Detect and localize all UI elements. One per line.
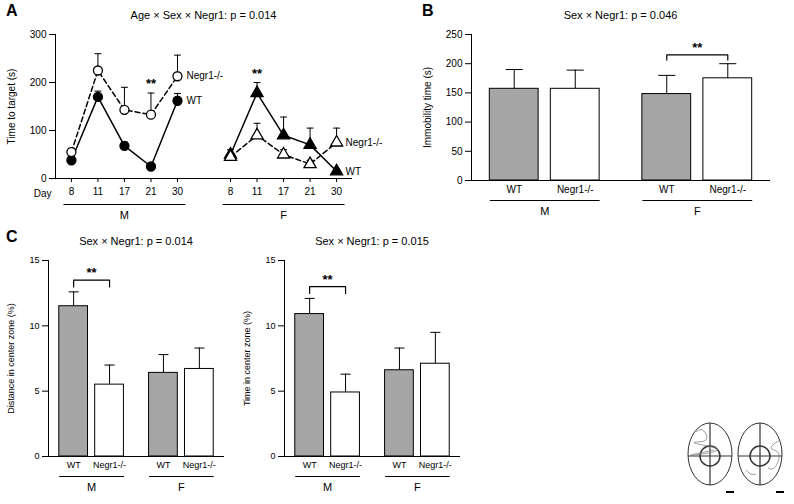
svg-text:17: 17 (278, 186, 290, 197)
html-text:C: C (6, 228, 18, 245)
svg-text:Negr1-/-: Negr1-/- (419, 460, 452, 470)
svg-text:30: 30 (172, 186, 184, 197)
svg-text:Time to target (s): Time to target (s) (6, 69, 17, 145)
svg-text:200: 200 (30, 77, 47, 88)
svg-text:WT: WT (186, 95, 202, 106)
html-text:B: B (422, 2, 434, 19)
svg-text:Negr1-/-: Negr1-/- (709, 184, 746, 195)
svg-text:30: 30 (331, 186, 343, 197)
svg-text:M: M (323, 481, 332, 493)
svg-text:**: ** (692, 40, 703, 55)
svg-text:21: 21 (145, 186, 157, 197)
svg-text:**: ** (146, 76, 157, 91)
html-text:A: A (6, 2, 18, 19)
svg-text:Day: Day (34, 188, 52, 199)
html-text:Sex × Negr1: p = 0.015: Sex × Negr1: p = 0.015 (315, 235, 429, 247)
svg-text:0: 0 (457, 175, 463, 186)
svg-text:5: 5 (34, 386, 39, 396)
svg-text:WT: WT (303, 460, 317, 470)
svg-text:WT: WT (156, 460, 170, 470)
html-text:Sex × Negr1: p = 0.014: Sex × Negr1: p = 0.014 (79, 235, 193, 247)
svg-text:Negr1-/-: Negr1-/- (186, 70, 223, 81)
svg-text:150: 150 (446, 87, 463, 98)
svg-text:0: 0 (34, 451, 39, 461)
svg-text:100: 100 (446, 116, 463, 127)
svg-text:WT: WT (506, 184, 522, 195)
svg-text:WT: WT (346, 166, 362, 177)
svg-text:F: F (178, 481, 185, 493)
html-text:Age × Sex × Negr1: p = 0.014: Age × Sex × Negr1: p = 0.014 (130, 9, 277, 21)
svg-text:Distance in center zone (%): Distance in center zone (%) (6, 303, 16, 414)
svg-text:Immobility time (s): Immobility time (s) (422, 67, 433, 148)
svg-text:11: 11 (93, 186, 104, 197)
svg-text:17: 17 (119, 186, 131, 197)
svg-text:WT: WT (67, 460, 81, 470)
svg-text:F: F (414, 481, 421, 493)
svg-text:Negr1-/-: Negr1-/- (329, 460, 362, 470)
svg-text:Negr1-/-: Negr1-/- (557, 184, 594, 195)
svg-text:Negr1-/-: Negr1-/- (183, 460, 216, 470)
svg-text:8: 8 (69, 186, 75, 197)
svg-text:WT: WT (659, 184, 675, 195)
svg-text:Negr1-/-: Negr1-/- (346, 137, 383, 148)
svg-text:F: F (694, 205, 701, 217)
svg-text:8: 8 (228, 186, 234, 197)
svg-text:M: M (87, 481, 96, 493)
svg-text:**: ** (252, 66, 263, 81)
svg-text:0: 0 (41, 173, 47, 184)
svg-text:5: 5 (270, 386, 275, 396)
svg-text:Time in center zone (%): Time in center zone (%) (242, 311, 252, 406)
svg-text:100: 100 (30, 125, 47, 136)
svg-text:**: ** (87, 265, 98, 280)
svg-text:11: 11 (252, 186, 263, 197)
html-text:Sex × Negr1: p = 0.046: Sex × Negr1: p = 0.046 (563, 9, 678, 21)
svg-text:10: 10 (29, 321, 39, 331)
svg-text:15: 15 (265, 255, 275, 265)
svg-text:200: 200 (446, 58, 463, 69)
svg-text:M: M (540, 205, 549, 217)
svg-text:**: ** (323, 272, 334, 287)
svg-text:21: 21 (305, 186, 317, 197)
svg-text:F: F (280, 209, 287, 221)
svg-text:300: 300 (30, 29, 47, 40)
svg-text:10: 10 (265, 321, 275, 331)
svg-text:15: 15 (29, 255, 39, 265)
svg-text:Negr1-/-: Negr1-/- (93, 460, 126, 470)
svg-text:M: M (120, 209, 129, 221)
svg-text:0: 0 (270, 451, 275, 461)
svg-text:WT: WT (392, 460, 406, 470)
svg-text:50: 50 (451, 146, 463, 157)
svg-text:250: 250 (446, 29, 463, 40)
